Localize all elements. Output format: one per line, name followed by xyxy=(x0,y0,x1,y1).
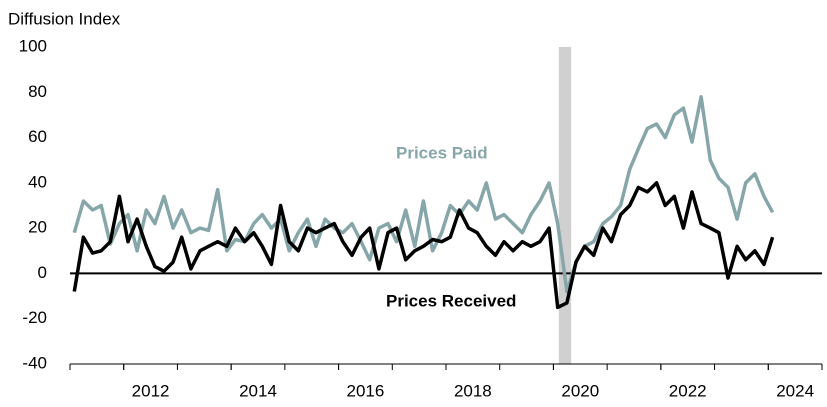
series-annotation: Prices Received xyxy=(386,291,516,310)
y-tick-label: -40 xyxy=(22,353,47,372)
x-tick-label: 2020 xyxy=(561,381,599,400)
x-tick-label: 2022 xyxy=(669,381,707,400)
y-tick-label: 100 xyxy=(19,36,47,55)
recession-band xyxy=(558,47,572,364)
y-tick-label: 80 xyxy=(28,82,47,101)
series-line xyxy=(72,181,775,310)
y-tick-label: -20 xyxy=(22,308,47,327)
x-tick-label: 2012 xyxy=(132,381,170,400)
x-tick-label: 2014 xyxy=(239,381,277,400)
y-tick-label: 20 xyxy=(28,218,47,237)
y-tick-label: 60 xyxy=(28,127,47,146)
series-annotation: Prices Paid xyxy=(396,143,488,162)
x-tick-label: 2018 xyxy=(454,381,492,400)
y-axis-label: Diffusion Index xyxy=(8,9,121,28)
series-line xyxy=(72,95,775,294)
y-tick-label: 40 xyxy=(28,172,47,191)
x-tick-label: 2016 xyxy=(347,381,385,400)
x-tick-label: 2024 xyxy=(776,381,814,400)
y-tick-label: 0 xyxy=(38,263,47,282)
